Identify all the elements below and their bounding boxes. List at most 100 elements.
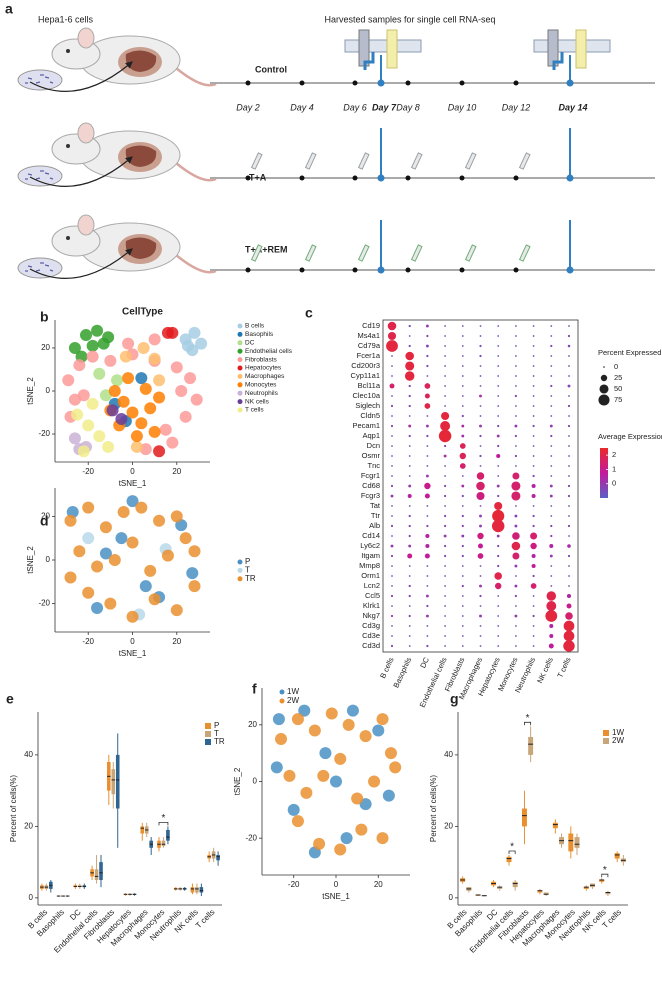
harvest-dot <box>377 79 385 87</box>
expression-dot <box>459 443 466 449</box>
gene-label: Aqp1 <box>362 431 380 440</box>
expression-dot <box>567 384 571 388</box>
expression-dot <box>532 595 535 597</box>
petri-dish <box>17 165 63 187</box>
legend-swatch <box>237 399 243 405</box>
expression-dot <box>549 494 553 498</box>
gene-label: Cd14 <box>362 531 380 540</box>
expression-dot <box>549 633 554 639</box>
expression-dot <box>476 491 485 501</box>
legend-swatch <box>603 730 609 736</box>
expression-dot <box>426 364 429 368</box>
expression-dot <box>391 415 393 417</box>
expression-dot <box>443 524 447 528</box>
expression-dot <box>550 395 553 397</box>
expression-dot <box>408 344 411 348</box>
expression-dot <box>550 585 553 587</box>
expression-dot <box>563 630 575 642</box>
expression-dot <box>425 344 429 348</box>
legend-label: Endothelial cells <box>245 348 293 355</box>
gene-label: Cldn5 <box>360 411 380 420</box>
expression-dot <box>390 404 394 408</box>
y-tick-label: 0 <box>46 555 51 564</box>
syringe <box>410 244 423 262</box>
expression-dot <box>495 582 502 590</box>
expression-dot <box>514 605 517 607</box>
expression-dot <box>461 514 464 518</box>
expression-dot <box>461 365 464 367</box>
gene-label: Fcgr1 <box>361 471 380 480</box>
expression-dot <box>514 405 517 407</box>
expression-dot <box>550 475 553 477</box>
legend-label: 1W <box>612 728 624 737</box>
expression-dot <box>426 625 429 627</box>
expression-dot <box>497 645 500 647</box>
expression-dot <box>426 575 429 577</box>
expression-dot <box>408 605 411 607</box>
size-legend-dot <box>603 366 605 368</box>
expression-dot <box>568 535 570 537</box>
legend-swatch <box>205 731 211 737</box>
expression-dot <box>391 475 393 477</box>
legend-label: TR <box>245 574 256 583</box>
expression-dot <box>404 371 415 381</box>
expression-dot <box>494 501 503 511</box>
expression-dot <box>387 331 397 341</box>
expression-dot <box>390 594 394 598</box>
expression-dot <box>408 424 412 428</box>
cell-point <box>82 419 95 432</box>
group-label: T+A <box>249 172 267 182</box>
expression-dot <box>514 564 518 568</box>
expression-dot <box>426 334 429 338</box>
expression-dot <box>532 645 535 647</box>
expression-dot <box>532 465 535 467</box>
expression-dot <box>408 455 411 457</box>
expression-dot <box>550 344 553 348</box>
expression-dot <box>512 472 520 480</box>
panel-letter: e <box>6 691 14 707</box>
box <box>543 892 549 895</box>
x-axis-label: tSNE_1 <box>119 479 147 488</box>
size-legend-label: 25 <box>614 373 622 382</box>
cell-point <box>130 440 143 453</box>
expression-dot <box>567 524 571 528</box>
expression-dot <box>408 635 411 637</box>
expression-dot <box>566 593 572 599</box>
cell-point <box>73 359 86 372</box>
y-axis-label: Percent of cells(%) <box>9 775 18 842</box>
expression-dot <box>479 584 482 588</box>
syringe <box>464 152 477 170</box>
box <box>216 854 220 861</box>
expression-dot <box>461 434 465 438</box>
cell-point <box>104 597 117 610</box>
legend-swatch <box>237 382 243 388</box>
harvest-dot <box>377 174 385 182</box>
expression-dot <box>497 444 500 448</box>
expression-dot <box>532 605 535 607</box>
expression-dot <box>391 395 393 397</box>
day-label: Day 7 <box>372 102 397 112</box>
expression-dot <box>532 335 535 337</box>
day-label: Day 2 <box>236 102 260 112</box>
gene-label: Ttr <box>371 511 381 520</box>
expression-dot <box>530 583 537 589</box>
cell-point <box>135 417 148 430</box>
chart-title: CellType <box>122 307 163 318</box>
cell-point <box>68 393 81 406</box>
expression-dot <box>425 614 429 618</box>
size-legend-dot <box>598 394 610 406</box>
expression-dot <box>476 481 485 491</box>
expression-dot <box>459 463 466 469</box>
cell-point <box>170 361 183 374</box>
box <box>521 808 527 827</box>
harvest-note: Harvested samples for single cell RNA-se… <box>324 14 495 24</box>
expression-dot <box>563 620 575 632</box>
expression-dot <box>549 554 553 558</box>
box <box>605 892 611 895</box>
petri-dish <box>17 257 63 279</box>
size-legend-title: Percent Expressed <box>598 348 661 357</box>
cell-point <box>161 549 174 562</box>
expression-dot <box>567 334 571 338</box>
expression-dot <box>532 524 535 528</box>
expression-dot <box>568 375 570 377</box>
